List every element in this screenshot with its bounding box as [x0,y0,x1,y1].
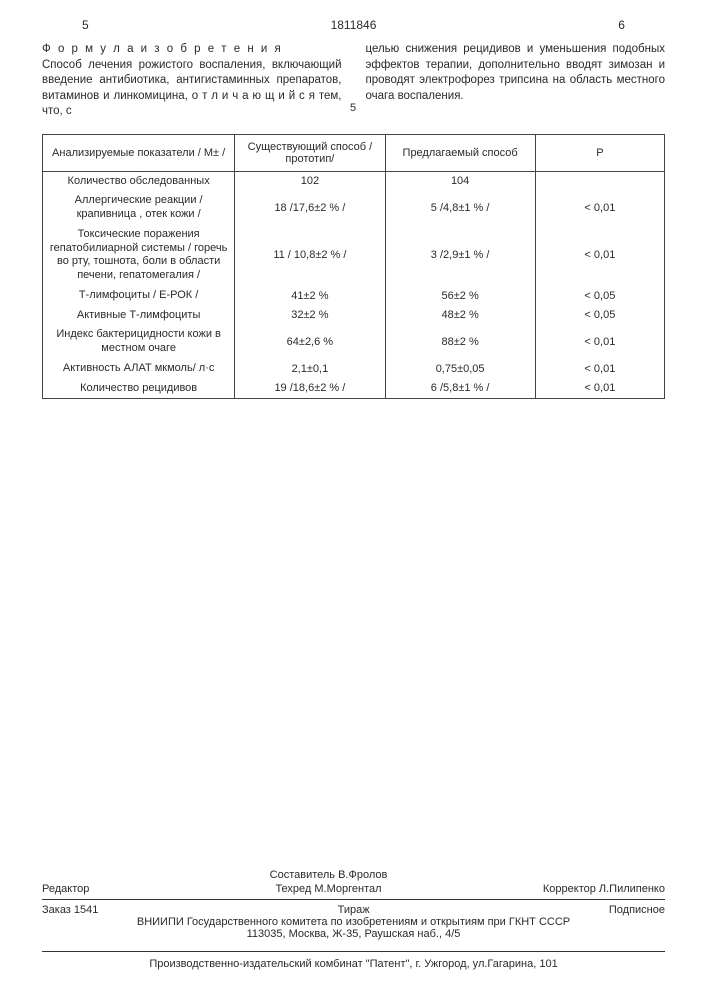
cell-proposed: 104 [385,171,535,191]
footer-block: Составитель В.Фролов Редактор Техред М.М… [42,867,665,940]
org-line-2: 113035, Москва, Ж-35, Раушская наб., 4/5 [42,928,665,940]
cell-proposed: 0,75±0,05 [385,359,535,379]
left-column-text: Способ лечения рожистого воспаления, вкл… [42,59,342,118]
cell-existing: 2,1±0,1 [235,359,385,379]
table-row: Активные Т-лимфоциты 32±2 % 48±2 % < 0,0… [43,306,665,326]
table-row: Т-лимфоциты / Е-РОК / 41±2 % 56±2 % < 0,… [43,286,665,306]
publisher-text: Производственно-издательский комбинат "П… [149,958,557,970]
cell-proposed: 88±2 % [385,325,535,359]
formula-heading: Ф о р м у л а и з о б р е т е н и я [42,43,283,55]
cell-p: < 0,05 [535,306,664,326]
corrector: Корректор Л.Пилипенко [505,883,665,895]
table-row: Количество обследованных 102 104 [43,171,665,191]
table-header-row: Анализируемые показатели / M± / Существу… [43,134,665,171]
cell-proposed: 5 /4,8±1 % / [385,191,535,225]
cell-existing: 11 / 10,8±2 % / [235,225,385,286]
table-row: Активность АЛАТ мкмоль/ л·с 2,1±0,1 0,75… [43,359,665,379]
col-p: P [535,134,664,171]
editor-label: Редактор [42,883,152,895]
cell-param: Активные Т-лимфоциты [43,306,235,326]
divider [42,899,665,900]
left-column: Ф о р м у л а и з о б р е т е н и я Спос… [42,42,342,120]
cell-param: Индекс бактерицидности кожи в местном оч… [43,325,235,359]
order-row: Заказ 1541 Тираж Подписное [42,904,665,916]
compiler: Составитель В.Фролов [152,869,505,881]
cell-p [535,171,664,191]
cell-p: < 0,01 [535,225,664,286]
line-number-5: 5 [350,102,356,114]
col-param: Анализируемые показатели / M± / [43,134,235,171]
cell-existing: 32±2 % [235,306,385,326]
page-header: 5 1811846 6 [82,18,625,32]
cell-p: < 0,01 [535,325,664,359]
techred: Техред М.Моргентал [152,883,505,895]
bottom-publisher: Производственно-издательский комбинат "П… [42,947,665,970]
cell-existing: 18 /17,6±2 % / [235,191,385,225]
table-row: Индекс бактерицидности кожи в местном оч… [43,325,665,359]
cell-param: Количество обследованных [43,171,235,191]
page-num-left: 5 [82,18,89,32]
cell-param: Токсические поражения гепатобилиарной си… [43,225,235,286]
patent-page: 5 1811846 6 Ф о р м у л а и з о б р е т … [0,0,707,1000]
spacer [505,869,665,881]
col-existing: Существующий способ / прототип/ [235,134,385,171]
patent-number: 1811846 [331,18,377,32]
cell-p: < 0,01 [535,191,664,225]
org-line-1: ВНИИПИ Государственного комитета по изоб… [42,916,665,928]
cell-existing: 41±2 % [235,286,385,306]
tirazh: Тираж [338,904,370,916]
page-num-right: 6 [618,18,625,32]
cell-proposed: 3 /2,9±1 % / [385,225,535,286]
cell-p: < 0,01 [535,379,664,399]
divider [42,951,665,952]
cell-p: < 0,05 [535,286,664,306]
cell-proposed: 6 /5,8±1 % / [385,379,535,399]
credits-row-1: Составитель В.Фролов [42,869,665,881]
right-column: целью снижения рецидивов и уменьшения по… [366,42,666,120]
subscription: Подписное [609,904,665,916]
editor-label [42,869,152,881]
cell-param: Аллергические реакции / крапивница , оте… [43,191,235,225]
cell-existing: 64±2,6 % [235,325,385,359]
credits-row-2: Редактор Техред М.Моргентал Корректор Л.… [42,883,665,895]
table-row: Токсические поражения гепатобилиарной си… [43,225,665,286]
results-table: Анализируемые показатели / M± / Существу… [42,134,665,400]
cell-proposed: 56±2 % [385,286,535,306]
col-proposed: Предлагаемый способ [385,134,535,171]
cell-proposed: 48±2 % [385,306,535,326]
cell-existing: 19 /18,6±2 % / [235,379,385,399]
table-row: Количество рецидивов 19 /18,6±2 % / 6 /5… [43,379,665,399]
table-row: Аллергические реакции / крапивница , оте… [43,191,665,225]
order: Заказ 1541 [42,904,98,916]
cell-existing: 102 [235,171,385,191]
cell-param: Т-лимфоциты / Е-РОК / [43,286,235,306]
right-column-text: целью снижения рецидивов и уменьшения по… [366,43,666,102]
cell-param: Количество рецидивов [43,379,235,399]
cell-p: < 0,01 [535,359,664,379]
cell-param: Активность АЛАТ мкмоль/ л·с [43,359,235,379]
